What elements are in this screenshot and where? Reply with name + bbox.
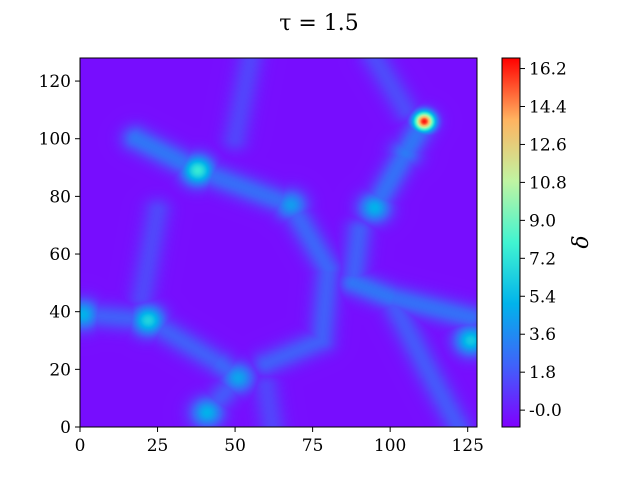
y-axis: 0 20 40 60 80 100 120 [39, 72, 80, 438]
y-tick-label-0: 0 [60, 418, 71, 438]
y-tick-label-6: 120 [39, 72, 71, 92]
x-axis: 0 25 50 75 100 125 [75, 427, 484, 456]
colorbar-tick-label-3: 5.4 [529, 287, 556, 307]
colorbar-tick-label-0: -0.0 [529, 401, 562, 421]
y-tick-label-4: 80 [49, 187, 71, 207]
x-tick-label-5: 125 [451, 436, 483, 456]
colorbar-label: δ [569, 235, 594, 248]
x-tick-label-4: 100 [374, 436, 406, 456]
colorbar-tick-label-8: 14.4 [529, 97, 567, 117]
chart-title: τ = 1.5 [279, 11, 359, 36]
colorbar-tick-label-5: 9.0 [529, 211, 556, 231]
x-tick-label-1: 25 [147, 436, 169, 456]
colorbar-tick-label-2: 3.6 [529, 325, 556, 345]
y-tick-label-3: 60 [49, 245, 71, 265]
colorbar-tick-label-6: 10.8 [529, 173, 567, 193]
y-tick-label-5: 100 [39, 130, 71, 150]
x-tick-label-0: 0 [75, 436, 86, 456]
x-tick-label-2: 50 [224, 436, 246, 456]
colorbar-tick-label-1: 1.8 [529, 363, 556, 383]
y-tick-label-1: 20 [49, 360, 71, 380]
colorbar-ticks: -0.0 1.8 3.6 5.4 7.2 9.0 10.8 12.6 14.4 16.2 [520, 60, 567, 421]
heatmap-raster-container [80, 58, 477, 427]
colorbar-tick-label-7: 12.6 [529, 135, 567, 155]
y-tick-label-2: 40 [49, 303, 71, 323]
colorbar-tick-label-9: 16.2 [529, 60, 567, 80]
colorbar: -0.0 1.8 3.6 5.4 7.2 9.0 10.8 12.6 14.4 16.2 δ [501, 57, 594, 428]
plot-frame [79, 57, 478, 428]
colorbar-tick-label-4: 7.2 [529, 249, 556, 269]
colorbar-gradient [501, 57, 521, 428]
heatmap-raster [80, 58, 477, 427]
heatmap-area [79, 57, 478, 428]
x-tick-label-3: 75 [302, 436, 324, 456]
